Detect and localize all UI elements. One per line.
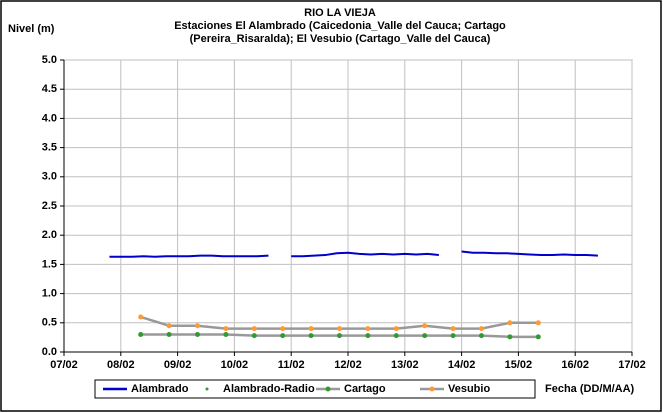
data-point bbox=[308, 333, 314, 339]
data-point bbox=[251, 333, 257, 339]
legend-marker bbox=[429, 386, 435, 392]
series-line bbox=[109, 254, 269, 258]
y-tick-label: 5.0 bbox=[42, 54, 57, 66]
data-point bbox=[280, 333, 286, 339]
y-tick-label: 1.5 bbox=[42, 258, 57, 270]
data-point bbox=[251, 326, 257, 332]
y-tick-label: 3.5 bbox=[42, 142, 57, 154]
data-point bbox=[450, 333, 456, 339]
y-tick-label: 1.0 bbox=[42, 288, 57, 300]
x-tick-label: 17/02 bbox=[618, 359, 646, 371]
y-tick-label: 0.0 bbox=[42, 346, 57, 358]
x-tick-label: 07/02 bbox=[50, 359, 78, 371]
data-point bbox=[422, 323, 428, 329]
x-tick-label: 08/02 bbox=[107, 359, 135, 371]
x-tick-label: 13/02 bbox=[391, 359, 419, 371]
x-tick-label: 10/02 bbox=[221, 359, 249, 371]
series-line bbox=[461, 250, 598, 257]
x-axis-label: Fecha (DD/M/AA) bbox=[545, 383, 635, 395]
data-point bbox=[280, 326, 286, 332]
data-point bbox=[194, 323, 200, 329]
data-point bbox=[535, 334, 541, 340]
data-point bbox=[223, 331, 229, 337]
chart-title: (Pereira_Risaralda); El Vesubio (Cartago… bbox=[190, 33, 491, 45]
data-point bbox=[478, 326, 484, 332]
data-point bbox=[223, 326, 229, 332]
data-point bbox=[422, 333, 428, 339]
data-point bbox=[138, 314, 144, 320]
data-point bbox=[450, 326, 456, 332]
data-point bbox=[336, 326, 342, 332]
data-point bbox=[507, 320, 513, 326]
x-tick-label: 11/02 bbox=[278, 359, 305, 371]
data-point bbox=[507, 334, 513, 340]
legend-marker bbox=[325, 386, 331, 392]
data-point bbox=[166, 323, 172, 329]
x-tick-label: 15/02 bbox=[505, 359, 533, 371]
data-point bbox=[365, 333, 371, 339]
y-tick-label: 0.5 bbox=[42, 317, 57, 329]
data-point bbox=[365, 326, 371, 332]
legend-label: Vesubio bbox=[448, 383, 490, 395]
legend-marker bbox=[205, 387, 209, 391]
x-tick-label: 16/02 bbox=[561, 359, 589, 371]
chart-title: RIO LA VIEJA bbox=[304, 7, 376, 19]
x-tick-label: 14/02 bbox=[448, 359, 476, 371]
y-tick-label: 2.5 bbox=[42, 200, 57, 212]
data-point bbox=[308, 326, 314, 332]
data-point bbox=[393, 326, 399, 332]
legend-label: Cartago bbox=[344, 383, 386, 395]
y-tick-label: 4.5 bbox=[42, 83, 57, 95]
data-point bbox=[478, 333, 484, 339]
y-tick-label: 4.0 bbox=[42, 112, 57, 124]
series-line bbox=[291, 251, 439, 258]
data-point bbox=[535, 320, 541, 326]
y-tick-label: 2.0 bbox=[42, 229, 57, 241]
legend bbox=[94, 379, 536, 399]
y-tick-label: 3.0 bbox=[42, 171, 57, 183]
chart-title: Estaciones El Alambrado (Caicedonia_Vall… bbox=[174, 20, 506, 32]
legend-label: Alambrado bbox=[131, 383, 189, 395]
y-axis-label: Nivel (m) bbox=[8, 23, 55, 35]
data-point bbox=[194, 331, 200, 337]
data-point bbox=[336, 333, 342, 339]
data-point bbox=[393, 333, 399, 339]
legend-label: Alambrado-Radio bbox=[223, 383, 315, 395]
data-point bbox=[138, 331, 144, 337]
x-tick-label: 09/02 bbox=[164, 359, 192, 371]
x-tick-label: 12/02 bbox=[334, 359, 362, 371]
data-point bbox=[166, 331, 172, 337]
